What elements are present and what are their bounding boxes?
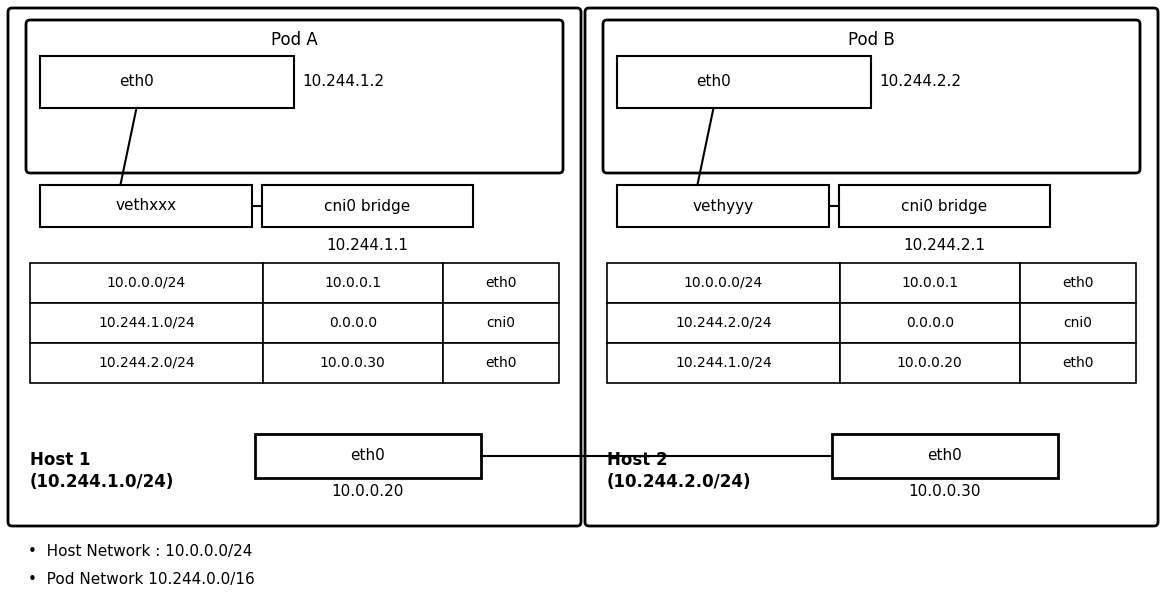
Text: cni0 bridge: cni0 bridge [901, 198, 988, 213]
Text: (10.244.2.0/24): (10.244.2.0/24) [607, 473, 752, 491]
Text: •  Pod Network 10.244.0.0/16: • Pod Network 10.244.0.0/16 [28, 572, 254, 587]
Text: eth0: eth0 [351, 448, 385, 464]
Text: (10.244.1.0/24): (10.244.1.0/24) [30, 473, 175, 491]
Bar [30, 343, 262, 383]
FancyBboxPatch shape [585, 8, 1158, 526]
Bar [255, 434, 480, 478]
FancyBboxPatch shape [8, 8, 581, 526]
Text: 10.0.0.30: 10.0.0.30 [319, 356, 386, 370]
Bar [607, 303, 840, 343]
Text: eth0: eth0 [696, 74, 731, 90]
Text: 10.0.0.0/24: 10.0.0.0/24 [107, 276, 185, 290]
Text: 10.244.1.1: 10.244.1.1 [326, 237, 408, 253]
Text: 10.244.1.0/24: 10.244.1.0/24 [98, 316, 195, 330]
Bar [443, 343, 559, 383]
Bar [262, 303, 443, 343]
Bar [40, 56, 294, 108]
Text: cni0 bridge: cni0 bridge [324, 198, 410, 213]
Bar [607, 263, 840, 303]
Text: cni0: cni0 [486, 316, 515, 330]
Bar [1019, 343, 1136, 383]
Text: eth0: eth0 [485, 276, 517, 290]
Bar [838, 185, 1051, 227]
Text: vethxxx: vethxxx [115, 198, 176, 213]
Text: Pod A: Pod A [272, 31, 318, 49]
Text: 10.244.2.1: 10.244.2.1 [904, 237, 985, 253]
Text: 0.0.0.0: 0.0.0.0 [329, 316, 377, 330]
Bar [617, 56, 871, 108]
FancyBboxPatch shape [603, 20, 1140, 173]
Bar [1019, 263, 1136, 303]
Text: 10.0.0.20: 10.0.0.20 [332, 484, 405, 500]
Text: Host 2: Host 2 [607, 451, 668, 469]
Text: eth0: eth0 [1062, 356, 1094, 370]
Bar [617, 185, 829, 227]
Bar [30, 263, 262, 303]
Bar [1019, 303, 1136, 343]
Text: 10.0.0.20: 10.0.0.20 [897, 356, 963, 370]
FancyBboxPatch shape [26, 20, 563, 173]
Text: 10.244.2.0/24: 10.244.2.0/24 [98, 356, 195, 370]
Text: vethyyy: vethyyy [693, 198, 753, 213]
Bar [30, 303, 262, 343]
Bar [833, 434, 1058, 478]
Text: Pod B: Pod B [848, 31, 894, 49]
Text: eth0: eth0 [485, 356, 517, 370]
Bar [40, 185, 252, 227]
Text: 10.0.0.0/24: 10.0.0.0/24 [683, 276, 763, 290]
Bar [840, 343, 1019, 383]
Bar [261, 185, 473, 227]
Text: 0.0.0.0: 0.0.0.0 [906, 316, 954, 330]
Text: •  Host Network : 10.0.0.0/24: • Host Network : 10.0.0.0/24 [28, 544, 252, 559]
Text: 10.0.0.1: 10.0.0.1 [324, 276, 381, 290]
Bar [262, 263, 443, 303]
Bar [607, 343, 840, 383]
Text: eth0: eth0 [1062, 276, 1094, 290]
Text: eth0: eth0 [119, 74, 154, 90]
Text: 10.244.2.0/24: 10.244.2.0/24 [675, 316, 772, 330]
Text: cni0: cni0 [1063, 316, 1093, 330]
Bar [840, 263, 1019, 303]
Bar [443, 303, 559, 343]
Bar [443, 263, 559, 303]
Text: eth0: eth0 [928, 448, 962, 464]
Text: 10.0.0.30: 10.0.0.30 [908, 484, 982, 500]
Text: 10.244.2.2: 10.244.2.2 [879, 74, 961, 90]
Text: 10.244.1.2: 10.244.1.2 [302, 74, 384, 90]
Text: 10.244.1.0/24: 10.244.1.0/24 [675, 356, 772, 370]
Text: 10.0.0.1: 10.0.0.1 [901, 276, 958, 290]
Bar [840, 303, 1019, 343]
Bar [262, 343, 443, 383]
Text: Host 1: Host 1 [30, 451, 91, 469]
